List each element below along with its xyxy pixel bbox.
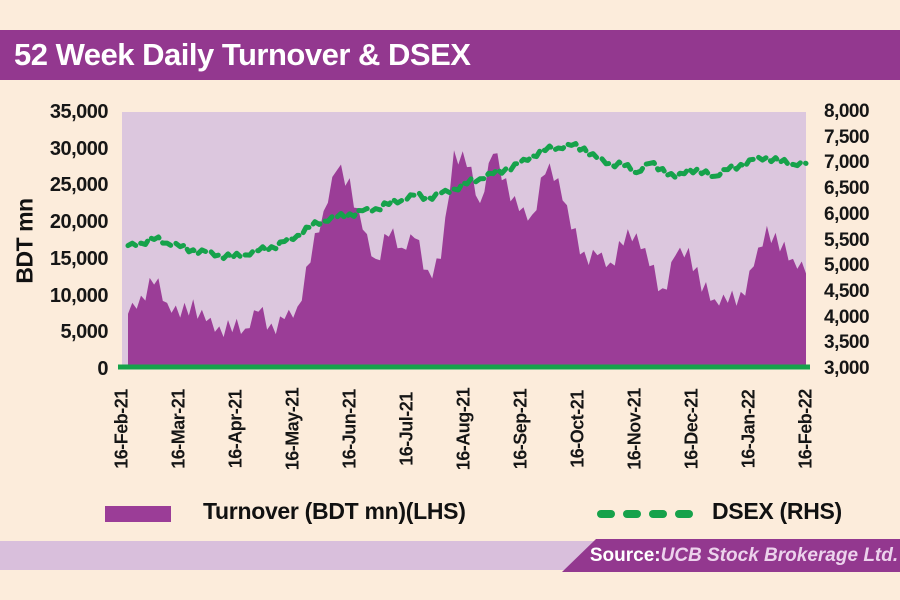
x-axis-tick: 16-Dec-21 <box>681 388 702 470</box>
x-axis-tick: 16-Jan-22 <box>738 389 759 469</box>
turnover-legend-swatch <box>105 506 171 522</box>
left-axis-ticks: 35,000 30,000 25,000 20,000 15,000 10,000 5,00… <box>28 102 109 379</box>
left-axis-tick: 30,000 <box>49 137 109 160</box>
left-axis-tick: 15,000 <box>49 247 109 270</box>
dsex-line-series <box>125 141 809 261</box>
right-axis-tick: 5,500 <box>824 229 870 251</box>
source-value: UCB Stock Brokerage Ltd. <box>660 544 899 566</box>
right-axis-tick: 6,000 <box>824 203 870 225</box>
right-axis-tick: 4,000 <box>824 306 870 328</box>
left-axis-tick: 0 <box>97 358 108 380</box>
turnover-legend-label: Turnover (BDT mn)(LHS) <box>203 498 466 524</box>
x-axis-tick: 16-May-21 <box>282 387 303 471</box>
right-axis-tick: 8,000 <box>824 101 870 122</box>
x-axis-tick: 16-Feb-22 <box>795 389 816 469</box>
dsex-legend-swatch <box>597 510 693 518</box>
chart-title: 52 Week Daily Turnover & DSEX <box>14 37 471 72</box>
x-axis-tick: 16-Feb-21 <box>111 389 132 469</box>
right-axis-tick: 3,000 <box>824 358 870 379</box>
x-axis-tick: 16-Jun-21 <box>339 389 360 469</box>
left-axis-tick: 25,000 <box>49 174 109 197</box>
x-axis-tick: 16-Sep-21 <box>510 388 531 470</box>
x-axis-tick: 16-Aug-21 <box>453 387 474 471</box>
x-axis-tick: 16-Apr-21 <box>225 389 246 469</box>
x-axis-tick: 16-Mar-21 <box>168 389 189 469</box>
turnover-area-series <box>128 150 806 369</box>
source-label: Source: <box>589 544 661 566</box>
left-axis-tick: 20,000 <box>49 211 109 234</box>
x-axis-tick: 16-Oct-21 <box>567 390 588 468</box>
right-axis-tick: 7,000 <box>824 152 870 174</box>
dsex-legend-label: DSEX (RHS) <box>712 498 842 524</box>
left-axis-tick: 5,000 <box>60 321 108 344</box>
x-axis-tick: 16-Nov-21 <box>624 388 645 470</box>
right-axis-ticks: 8,000 7,500 7,000 6,500 6,000 5,500 5,000 4,500… <box>824 102 898 378</box>
chart-canvas <box>118 141 810 370</box>
legend: Turnover (BDT mn)(LHS) DSEX (RHS) <box>0 494 900 544</box>
left-axis-tick: 10,000 <box>49 284 109 307</box>
right-axis-tick: 3,500 <box>824 332 870 354</box>
right-axis-tick: 5,000 <box>824 255 870 277</box>
source-banner: Source: UCB Stock Brokerage Ltd. <box>562 539 900 572</box>
x-axis-baseline <box>118 364 810 370</box>
chart-title-bar: 52 Week Daily Turnover & DSEX <box>0 30 900 80</box>
right-axis-tick: 6,500 <box>824 178 870 200</box>
plot-area <box>118 112 810 370</box>
left-axis-tick: 35,000 <box>49 101 109 123</box>
right-axis-tick: 4,500 <box>824 280 870 302</box>
right-axis-tick: 7,500 <box>824 126 870 148</box>
x-axis-tick: 16-Jul-21 <box>396 392 417 466</box>
